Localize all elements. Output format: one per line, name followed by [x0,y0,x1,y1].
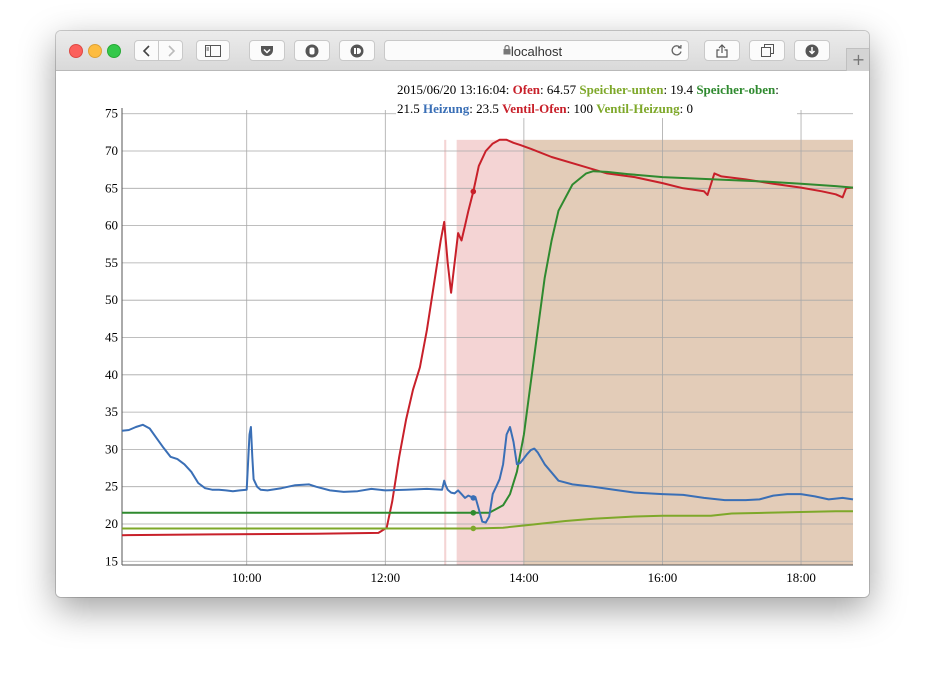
chevron-left-icon [142,44,150,57]
url-text: localhost [510,44,563,59]
y-tick-label: 65 [105,180,118,195]
temperature-chart[interactable]: 15 20 25 30 35 40 45 50 55 60 65 70 75 10:00 12:00 14:0… [56,71,869,597]
chevron-right-icon [167,44,175,57]
shaded-region-2 [523,139,853,565]
legend-series-name: Heizung [423,101,470,116]
back-button[interactable] [134,40,159,61]
pocket-icon [261,45,273,56]
y-tick-label: 40 [105,367,118,382]
lock-icon [503,45,511,55]
close-window-button[interactable] [69,44,83,58]
legend-series-name: Ofen [512,82,541,97]
browser-toolbar: localhost + [56,31,869,71]
downloads-button[interactable] [794,40,830,61]
y-tick-label: 75 [105,106,118,121]
highlight-point-speicher-unten [470,525,477,532]
legend-series-value: : 0 [679,101,693,116]
share-button[interactable] [704,40,740,61]
y-tick-label: 60 [105,218,118,233]
legend-item: Speicher-oben: 21.5 [397,82,779,116]
reload-icon[interactable] [670,44,683,57]
forward-button[interactable] [158,40,183,61]
tabs-icon [760,44,774,57]
y-tick-label: 30 [105,441,118,456]
legend-item: Ofen: 64.57 [513,82,577,97]
y-tick-label: 25 [105,479,118,494]
highlight-point-ofen [470,188,477,195]
legend-item: Ventil-Heizung: 0 [593,101,693,116]
shaded-region-1 [456,139,524,565]
extension-icon [350,44,364,57]
y-tick-label: 70 [105,143,118,158]
series-line-speicher-oben [122,170,854,514]
shaded-region-0 [444,139,447,565]
legend-series-name: Ventil-Ofen [502,101,567,116]
hand-icon [305,44,319,57]
chart-legend: 2015/06/20 13:16:04: Ofen: 64.57 Speiche… [396,80,797,118]
highlight-point-heizung [470,495,477,501]
page-content: 15 20 25 30 35 40 45 50 55 60 65 70 75 10:00 12:00 14:0… [56,71,869,597]
y-tick-label: 55 [105,255,118,270]
download-icon [805,44,819,57]
sidebar-button[interactable] [196,40,230,61]
legend-series-value: : 64.57 [540,82,577,97]
series-line-speicher-unten [122,510,853,530]
y-tick-label: 15 [105,553,118,568]
extension-button[interactable] [339,40,375,61]
legend-item: Ventil-Ofen: 100 [499,101,593,116]
legend-series-value: : 23.5 [469,101,499,116]
x-tick-label: 12:00 [370,570,400,585]
pocket-button[interactable] [249,40,285,61]
x-tick-label: 14:00 [509,570,539,585]
y-tick-label: 35 [105,404,118,419]
sidebar-icon [205,44,221,57]
highlight-point-speicher-oben [470,509,477,516]
series-line-heizung [121,423,854,524]
legend-series-value: : 21.5 [397,82,779,116]
legend-item: Speicher-unten: 19.4 [576,82,693,97]
minimize-window-button[interactable] [88,44,102,58]
legend-series-name: Speicher-unten [579,82,664,97]
y-tick-label: 50 [105,292,118,307]
legend-series-value: : 100 [566,101,594,116]
address-bar[interactable]: localhost [384,40,689,61]
series-line-ofen [121,138,854,537]
zoom-window-button[interactable] [107,44,121,58]
browser-window: localhost + 15 20 25 30 35 40 45 50 55 60 65 70 75 10… [56,31,869,597]
y-tick-label: 45 [105,330,118,345]
tabs-overview-button[interactable] [749,40,785,61]
share-icon [716,43,728,58]
x-tick-label: 10:00 [232,570,262,585]
y-tick-label: 20 [105,516,118,531]
x-tick-label: 18:00 [786,570,816,585]
new-tab-button[interactable]: + [846,48,869,71]
legend-timestamp: 2015/06/20 13:16:04 [397,82,506,97]
extension-hand-button[interactable] [294,40,330,61]
legend-item: Heizung: 23.5 [420,101,499,116]
x-tick-label: 16:00 [648,570,678,585]
legend-series-name: Ventil-Heizung [596,101,680,116]
legend-series-value: : 19.4 [663,82,694,97]
legend-series-name: Speicher-oben [696,82,776,97]
